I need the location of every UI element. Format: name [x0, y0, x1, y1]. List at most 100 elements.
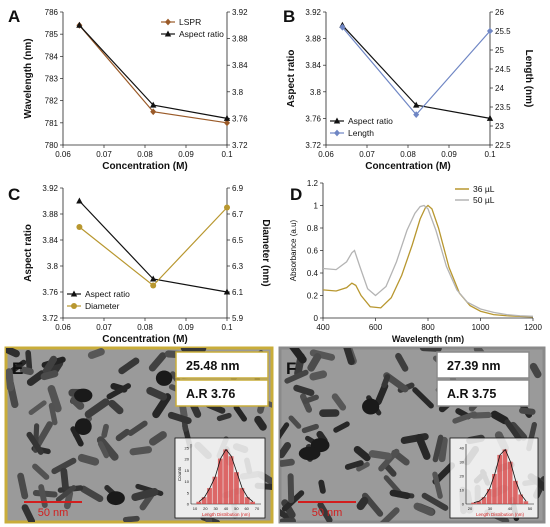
x-tick-label: 0.1: [221, 323, 233, 332]
data-point: [76, 21, 83, 28]
inset-y-tick-label: 0: [187, 502, 190, 507]
inset-bar: [481, 497, 487, 504]
data-point: [150, 282, 157, 289]
y2-tick-label: 3.92: [232, 8, 248, 17]
aspect-ratio-label: A.R 3.75: [447, 387, 496, 401]
inset-bar: [492, 474, 497, 504]
inset-y-tick-label: 5: [187, 490, 190, 495]
nanorod: [519, 407, 536, 415]
inset-bar: [234, 472, 239, 504]
inset-y-tick-label: 10: [460, 488, 465, 493]
inset-fit-curve: [198, 448, 254, 503]
inset-bar: [497, 454, 503, 504]
y-tick-label: 3.88: [305, 35, 321, 44]
nanorod: [280, 442, 292, 459]
legend-label: 36 µL: [473, 184, 495, 194]
legend-label: 50 µL: [473, 195, 495, 205]
x-tick-label: 0.07: [96, 323, 112, 332]
inset-bar: [518, 494, 523, 504]
nanorod: [368, 450, 392, 460]
inset-y-tick-label: 40: [460, 446, 465, 451]
nanorod: [26, 370, 46, 386]
y-tick-label: 782: [45, 97, 59, 106]
x-tick-label: 0.06: [55, 323, 71, 332]
x-tick-label: 0.09: [441, 150, 457, 159]
nanorod: [419, 348, 442, 352]
nanorod: [216, 412, 232, 422]
inset-x-tick-label: 50: [528, 506, 533, 511]
panel-letter: F: [286, 359, 296, 378]
legend: LSPR Aspect ratio: [161, 17, 224, 39]
series-line-0: [78, 24, 228, 124]
series-line-1: [341, 26, 491, 116]
inset-y-tick-label: 20: [185, 457, 190, 462]
y2-tick-label: 24.5: [495, 65, 511, 74]
inset-bar: [201, 497, 207, 504]
data-point: [223, 288, 231, 295]
nanosphere: [74, 418, 92, 436]
nanorod: [432, 471, 443, 499]
y-axis-title: Wavelength (nm): [23, 38, 34, 118]
inset-bar: [471, 502, 476, 504]
panel-letter: C: [8, 185, 20, 204]
y2-tick-label: 24: [495, 84, 504, 93]
y2-tick-label: 3.8: [232, 88, 244, 97]
nanorod: [25, 350, 33, 371]
inset-bar: [228, 456, 234, 504]
inset-bar: [207, 488, 212, 504]
inset-y-tick-label: 15: [185, 468, 190, 473]
y-axis-title: Aspect ratio: [286, 50, 297, 108]
data-point: [487, 27, 493, 35]
nanorod: [432, 434, 444, 463]
panel-c: 0.06 0.07 0.08 0.09 0.1 3.72 3.76 3.8 3.84 3.88 3.…: [8, 184, 271, 345]
ar-label-box: [436, 379, 530, 407]
inset-x-tick-label: 20: [468, 506, 473, 511]
x-tick-label: 0.06: [318, 150, 334, 159]
nanorod: [167, 411, 192, 425]
nanorod: [60, 467, 69, 491]
nanorod: [127, 420, 148, 436]
nanorod: [280, 517, 296, 522]
nanosphere: [362, 398, 380, 415]
nanorod: [280, 505, 291, 520]
inset-bar: [196, 501, 202, 504]
y-tick-label: 780: [45, 141, 59, 150]
nanorod: [77, 453, 100, 466]
data-point: [413, 101, 420, 108]
legend-label: LSPR: [179, 17, 201, 27]
data-point: [76, 224, 83, 230]
nanorod: [97, 441, 110, 459]
nanorod: [180, 348, 207, 353]
nanorod: [309, 370, 328, 381]
x-axis-title: Concentration (M): [365, 161, 451, 172]
nanorod: [84, 398, 110, 419]
nanorod: [413, 502, 434, 516]
nanorod: [131, 488, 159, 501]
inset-bar: [513, 480, 518, 504]
inset-y-tick-label: 0: [462, 502, 465, 507]
panel-b: 0.06 0.07 0.08 0.09 0.1 3.72 3.76 3.8 3.84 3.88 3.…: [283, 7, 534, 172]
data-point: [486, 114, 494, 121]
panel-letter: D: [290, 185, 302, 204]
nanorod: [302, 394, 319, 404]
nanorod: [21, 504, 36, 522]
nanorod: [395, 352, 409, 372]
inset-bar: [502, 449, 508, 504]
nanorod: [148, 352, 167, 372]
y2-tick-label: 5.9: [232, 314, 244, 323]
legend-marker: [334, 129, 340, 137]
y2-tick-label: 6.9: [232, 184, 244, 193]
nanorod: [51, 457, 77, 475]
y-tick-label: 1.2: [307, 179, 319, 188]
nanorod: [48, 402, 58, 426]
inset-x-tick-label: 40: [508, 506, 513, 511]
nanorod: [26, 431, 44, 455]
nanorod: [70, 426, 84, 447]
inset-bar: [486, 489, 492, 504]
x-axis-title: Concentration (M): [102, 161, 188, 172]
legend-label: Diameter: [85, 301, 120, 311]
y-tick-label: 3.92: [42, 184, 58, 193]
nanorod: [146, 386, 168, 401]
